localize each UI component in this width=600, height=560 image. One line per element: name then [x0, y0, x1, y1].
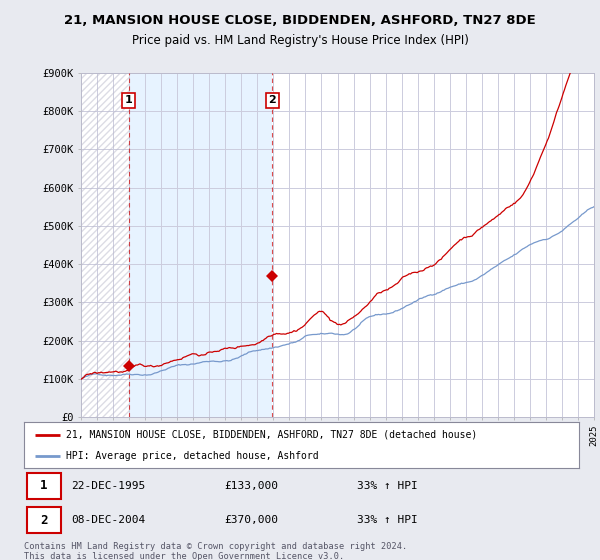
Text: 2: 2: [40, 514, 48, 526]
Bar: [128, 73, 272, 417]
Text: 21, MANSION HOUSE CLOSE, BIDDENDEN, ASHFORD, TN27 8DE: 21, MANSION HOUSE CLOSE, BIDDENDEN, ASHF…: [64, 14, 536, 27]
Text: 33% ↑ HPI: 33% ↑ HPI: [357, 480, 418, 491]
FancyBboxPatch shape: [27, 507, 61, 533]
Text: 33% ↑ HPI: 33% ↑ HPI: [357, 515, 418, 525]
Text: £133,000: £133,000: [224, 480, 278, 491]
Text: 08-DEC-2004: 08-DEC-2004: [71, 515, 145, 525]
Text: 21, MANSION HOUSE CLOSE, BIDDENDEN, ASHFORD, TN27 8DE (detached house): 21, MANSION HOUSE CLOSE, BIDDENDEN, ASHF…: [65, 430, 477, 440]
Text: Contains HM Land Registry data © Crown copyright and database right 2024.
This d: Contains HM Land Registry data © Crown c…: [24, 542, 407, 560]
Bar: [81, 73, 128, 417]
Text: 22-DEC-1995: 22-DEC-1995: [71, 480, 145, 491]
FancyBboxPatch shape: [27, 473, 61, 499]
Bar: [81, 73, 128, 417]
Text: 1: 1: [40, 479, 48, 492]
Text: £370,000: £370,000: [224, 515, 278, 525]
Text: Price paid vs. HM Land Registry's House Price Index (HPI): Price paid vs. HM Land Registry's House …: [131, 34, 469, 46]
Text: HPI: Average price, detached house, Ashford: HPI: Average price, detached house, Ashf…: [65, 451, 318, 461]
Text: 2: 2: [269, 95, 276, 105]
Text: 1: 1: [125, 95, 133, 105]
